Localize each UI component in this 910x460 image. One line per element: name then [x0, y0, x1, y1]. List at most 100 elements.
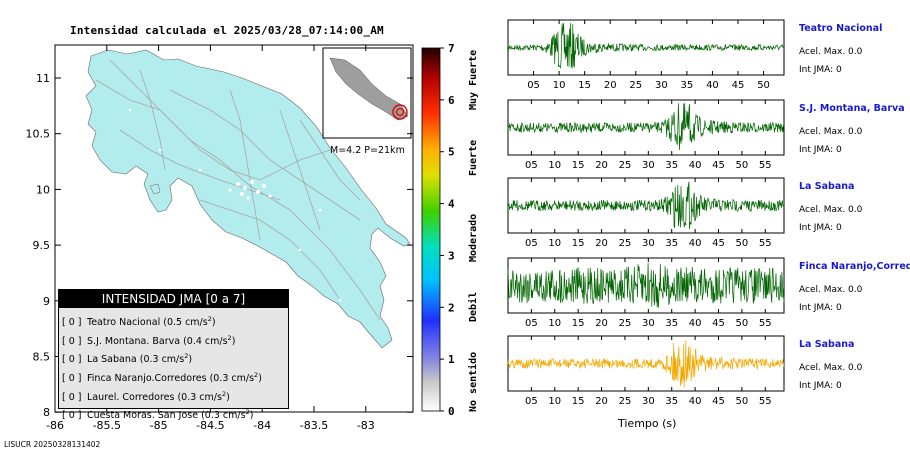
waveform-tick-label: 30: [642, 318, 655, 329]
legend-entry-box: [ 0 ]: [62, 335, 82, 347]
waveform-tick-label: 40: [689, 160, 702, 171]
map-x-ticks: -86 -85.5 -85 -84.5 -84 -83.5 -83: [46, 45, 375, 432]
station-acel-max: Acel. Max. 0.0: [799, 205, 863, 215]
legend-entry-end: ): [249, 410, 254, 422]
waveform-tick-label: 30: [642, 238, 655, 249]
waveform-tick-label: 20: [595, 238, 608, 249]
station-int-jma: Int JMA: 0: [799, 381, 842, 391]
colorbar-ticks: 0 1 2 3 4 5 6 7: [440, 42, 455, 418]
station-acel-max: Acel. Max. 0.0: [799, 363, 863, 373]
station-name: La Sabana: [799, 181, 855, 192]
waveform-tick-label: 30: [642, 396, 655, 407]
legend-entry-name: Cuesta Moras. San Jose: [84, 410, 202, 422]
legend-entry: [ 0 ] Finca Naranjo.Corredores (0.3 cm/s…: [62, 368, 288, 387]
colorbar-tick-label: 1: [448, 353, 455, 366]
legend-list: [ 0 ] Teatro Nacional (0.5 cm/s2)[ 0 ] S…: [59, 312, 288, 424]
legend-entry-acc: (0.3 cm/s: [177, 391, 222, 403]
waveform-tick-label: 50: [757, 80, 770, 91]
waveform-tick-label: 15: [572, 318, 585, 329]
waveform-tick-label: 25: [619, 396, 632, 407]
legend-entry-acc: (0.3 cm/s: [201, 410, 246, 422]
legend-entry: [ 0 ] La Sabana (0.3 cm/s2): [62, 349, 288, 368]
map-y-tick-label: 9: [43, 295, 50, 308]
colorbar-tick-label: 7: [448, 42, 455, 55]
legend-entry-name: La Sabana: [84, 354, 140, 366]
legend-entry: [ 0 ] Laurel. Corredores (0.3 cm/s2): [62, 387, 288, 406]
legend-entry-box: [ 0 ]: [62, 410, 82, 422]
waveform-tick-label: 25: [619, 238, 632, 249]
legend-entry-end: ): [226, 391, 230, 403]
intensity-colorbar: 0 1 2 3 4 5 6 7 No sentido Debil Moderado Fuert…: [421, 42, 479, 418]
waveform-tick-label: 05: [525, 396, 538, 407]
waveform-tick-label: 35: [681, 80, 694, 91]
waveform-tick-label: 40: [689, 318, 702, 329]
station-acel-max: Acel. Max. 0.0: [799, 285, 863, 295]
waveform-trace: [507, 181, 785, 230]
map-y-tick-label: 10: [36, 183, 50, 196]
waveform-trace: [507, 262, 785, 308]
cb-label-no-sentido: No sentido: [467, 352, 479, 412]
time-axis-label: Tiempo (s): [618, 417, 677, 430]
map-title: Intensidad calculada el 2025/03/28_07:14…: [70, 24, 384, 37]
waveform-tick-label: 15: [572, 238, 585, 249]
legend-entry-sup: 2: [221, 389, 227, 398]
map-y-tick-label: 9.5: [33, 239, 51, 252]
colorbar-tick-label: 5: [448, 146, 455, 159]
waveform-tick-label: 55: [759, 160, 772, 171]
waveform-tick-label: 10: [548, 160, 561, 171]
legend-entry-end: ): [188, 354, 193, 366]
legend-entry-sup: 2: [184, 352, 189, 361]
station-name: La Sabana: [799, 339, 855, 350]
map-x-tick-label: -84.5: [196, 419, 224, 432]
map-x-tick-label: -84: [253, 419, 271, 432]
legend-entry-sup: 2: [227, 333, 232, 342]
colorbar-tick-label: 2: [448, 301, 455, 314]
legend-entry-end: ): [231, 335, 236, 347]
map-x-tick-label: -86: [46, 419, 64, 432]
waveform-tick-label: 45: [712, 238, 725, 249]
waveform-tick-label: 35: [665, 318, 678, 329]
station-name: S.J. Montana, Barva: [799, 103, 905, 114]
waveform-tick-label: 25: [619, 160, 632, 171]
intensity-legend: INTENSIDAD JMA [0 a 7] [ 0 ] Teatro Naci…: [58, 289, 289, 421]
station-name: Teatro Nacional: [799, 23, 883, 34]
waveform-tick-label: 30: [642, 160, 655, 171]
colorbar-tick-label: 3: [448, 249, 455, 262]
map-y-tick-label: 8: [43, 406, 50, 419]
waveform-tick-label: 25: [629, 80, 642, 91]
waveform-tick-label: 10: [548, 318, 561, 329]
waveform-tick-label: 10: [548, 396, 561, 407]
waveform-tick-label: 15: [572, 396, 585, 407]
legend-entry-acc: (0.5 cm/s: [163, 317, 208, 329]
station-name: Finca Naranjo,Corredor: [799, 261, 910, 272]
legend-entry-end: ): [258, 373, 262, 385]
waveform-tick-label: 35: [665, 396, 678, 407]
cb-label-moderado: Moderado: [468, 214, 479, 262]
legend-entry-sup: 2: [207, 315, 212, 323]
waveform-tick-label: 10: [553, 80, 566, 91]
waveform-tick-label: 10: [548, 238, 561, 249]
waveform-trace: [507, 340, 785, 388]
legend-entry: [ 0 ] Cuesta Moras. San Jose (0.3 cm/s2): [62, 405, 288, 424]
waveform-tick-label: 45: [732, 80, 745, 91]
map-y-tick-label: 10.5: [26, 128, 51, 141]
waveform-tick-label: 20: [595, 396, 608, 407]
map-x-tick-label: -85: [150, 419, 168, 432]
legend-entry-acc: (0.3 cm/s: [209, 373, 255, 385]
colorbar-tick-label: 6: [448, 94, 455, 107]
cb-label-debil: Debil: [467, 292, 479, 322]
colorbar-gradient: [421, 47, 441, 412]
waveform-panel: 05 10 15 20 25 30 35 40 45 50 55: [507, 335, 785, 407]
waveform-tick-label: 55: [759, 318, 772, 329]
waveform-tick-label: 45: [712, 396, 725, 407]
station-int-jma: Int JMA: 0: [799, 145, 842, 155]
legend-entry-box: [ 0 ]: [62, 391, 82, 403]
legend-entry: [ 0 ] Teatro Nacional (0.5 cm/s2): [62, 312, 288, 331]
waveform-tick-label: 35: [665, 160, 678, 171]
legend-entry-name: Teatro Nacional: [84, 317, 164, 329]
map-x-tick-label: -83.5: [300, 419, 328, 432]
legend-entry-sup: 2: [245, 408, 250, 417]
waveform-tick-label: 05: [525, 160, 538, 171]
waveform-tick-label: 20: [604, 80, 617, 91]
waveform-tick-label: 05: [527, 80, 540, 91]
